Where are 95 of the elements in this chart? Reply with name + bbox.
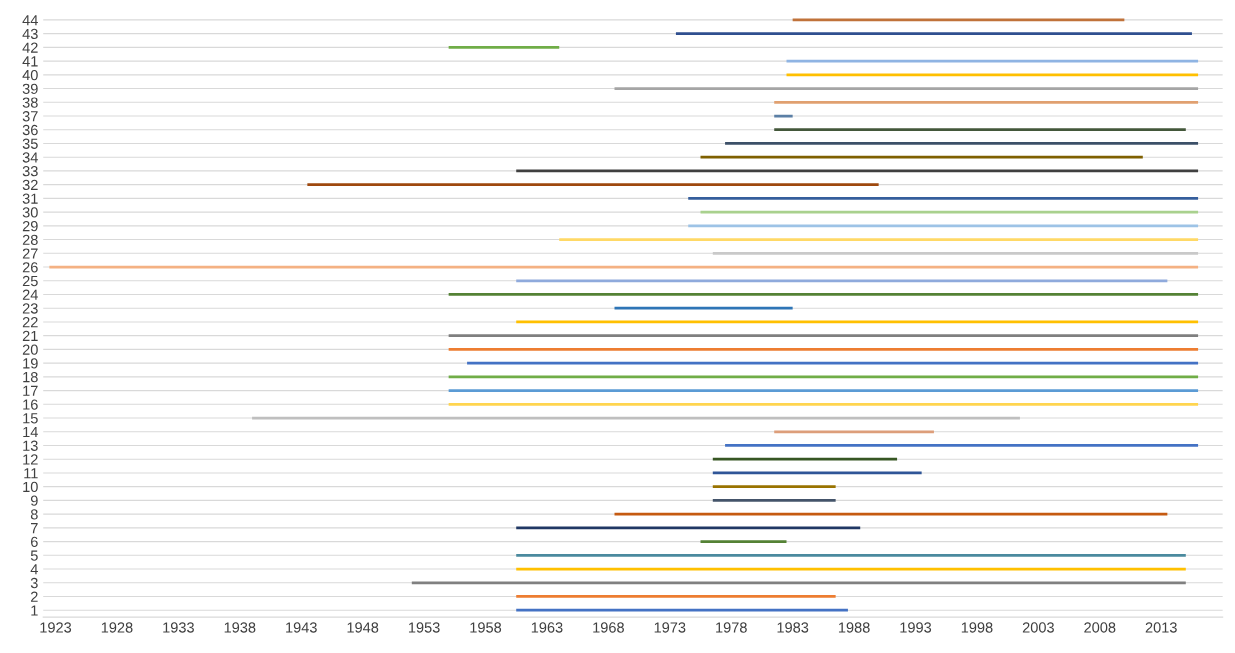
y-tick-label: 32 bbox=[22, 179, 38, 191]
y-tick-label: 35 bbox=[22, 138, 38, 149]
x-tick-label: 1998 bbox=[961, 622, 993, 633]
y-tick-label: 36 bbox=[22, 124, 38, 136]
bar bbox=[448, 402, 1199, 406]
bar bbox=[448, 348, 1199, 351]
y-tick-label: 3 bbox=[30, 577, 38, 589]
y-tick-label: 22 bbox=[22, 317, 38, 328]
bar bbox=[712, 485, 836, 489]
y-tick-label: 7 bbox=[31, 523, 38, 534]
bar bbox=[614, 87, 1199, 90]
bar bbox=[774, 100, 1199, 104]
x-tick-label: 1943 bbox=[286, 622, 317, 633]
x-tick-label: 1933 bbox=[163, 622, 194, 633]
y-tick-label: 25 bbox=[22, 275, 38, 287]
bar bbox=[688, 197, 1199, 200]
x-tick-label: 1988 bbox=[838, 622, 870, 633]
bar bbox=[516, 553, 1186, 557]
y-tick-label: 20 bbox=[22, 344, 38, 355]
x-tick-label: 1968 bbox=[593, 622, 624, 633]
y-tick-label: 2 bbox=[30, 591, 38, 602]
bar bbox=[725, 142, 1199, 145]
bar bbox=[559, 238, 1199, 241]
bar bbox=[774, 430, 934, 434]
y-tick-label: 40 bbox=[22, 69, 38, 81]
y-tick-label: 26 bbox=[22, 262, 38, 273]
bar bbox=[700, 155, 1143, 159]
y-tick-label: 30 bbox=[22, 207, 38, 218]
x-tick-label: 1993 bbox=[900, 622, 932, 633]
y-tick-label: 41 bbox=[22, 56, 38, 67]
bar bbox=[307, 183, 879, 187]
x-tick-label: 2013 bbox=[1145, 622, 1177, 633]
bar bbox=[688, 224, 1199, 228]
bar bbox=[411, 581, 1186, 585]
y-tick-label: 33 bbox=[22, 166, 38, 177]
y-tick-label: 21 bbox=[22, 330, 38, 341]
y-tick-label: 13 bbox=[23, 440, 38, 451]
y-tick-label: 23 bbox=[22, 303, 38, 314]
y-tick-label: 29 bbox=[22, 220, 38, 232]
x-tick-label: 1958 bbox=[470, 622, 502, 633]
y-tick-label: 14 bbox=[23, 427, 38, 438]
x-tick-label: 1978 bbox=[716, 622, 747, 633]
bar bbox=[516, 279, 1168, 283]
y-tick-label: 24 bbox=[22, 289, 38, 300]
bar bbox=[448, 293, 1199, 296]
y-tick-label: 5 bbox=[30, 550, 38, 561]
y-tick-label: 34 bbox=[22, 152, 38, 163]
y-tick-label: 4 bbox=[30, 564, 38, 575]
x-tick-label: 1973 bbox=[654, 622, 686, 633]
y-tick-label: 16 bbox=[23, 399, 38, 410]
x-tick-label: 2008 bbox=[1084, 622, 1116, 633]
x-tick-label: 1953 bbox=[408, 622, 440, 633]
x-tick-label: 1938 bbox=[224, 622, 256, 633]
y-tick-label: 27 bbox=[22, 248, 38, 259]
y-tick-label: 37 bbox=[22, 111, 38, 122]
y-tick-label: 39 bbox=[22, 83, 38, 94]
y-tick-label: 28 bbox=[22, 234, 38, 245]
y-tick-label: 18 bbox=[23, 371, 38, 383]
bar bbox=[516, 608, 848, 612]
x-tick-label: 1983 bbox=[777, 622, 809, 633]
x-tick-label: 1948 bbox=[347, 622, 379, 633]
x-tick-label: 1963 bbox=[531, 622, 563, 633]
bar bbox=[516, 595, 836, 598]
y-tick-label: 19 bbox=[23, 358, 38, 369]
bar bbox=[786, 73, 1199, 77]
y-tick-label: 6 bbox=[30, 536, 38, 548]
bar bbox=[448, 375, 1199, 379]
y-tick-label: 10 bbox=[23, 481, 38, 493]
x-tick-label: 2003 bbox=[1022, 622, 1054, 633]
bar bbox=[712, 251, 1199, 255]
bar bbox=[675, 32, 1192, 36]
y-tick-label: 8 bbox=[30, 509, 38, 520]
x-tick-label: 1923 bbox=[40, 622, 72, 633]
y-tick-label: 38 bbox=[22, 97, 38, 108]
bar bbox=[712, 457, 898, 461]
bar bbox=[448, 46, 560, 49]
y-tick-label: 9 bbox=[30, 495, 38, 506]
y-tick-label: 17 bbox=[23, 385, 38, 396]
y-tick-label: 43 bbox=[22, 28, 38, 40]
y-tick-label: 12 bbox=[23, 454, 38, 465]
bar bbox=[448, 334, 1199, 338]
bar bbox=[774, 128, 1186, 132]
y-tick-label: 31 bbox=[22, 193, 38, 204]
bar bbox=[700, 540, 787, 543]
bar bbox=[448, 389, 1199, 392]
bar bbox=[712, 499, 836, 502]
y-tick-label: 11 bbox=[24, 468, 38, 479]
bar bbox=[725, 444, 1199, 447]
y-tick-label: 15 bbox=[23, 413, 38, 424]
bar bbox=[614, 306, 793, 310]
y-tick-label: 1 bbox=[31, 605, 38, 616]
x-tick-label: 1928 bbox=[101, 622, 133, 633]
bar bbox=[516, 526, 861, 530]
y-tick-label: 44 bbox=[22, 15, 38, 26]
y-tick-label: 42 bbox=[22, 42, 38, 53]
